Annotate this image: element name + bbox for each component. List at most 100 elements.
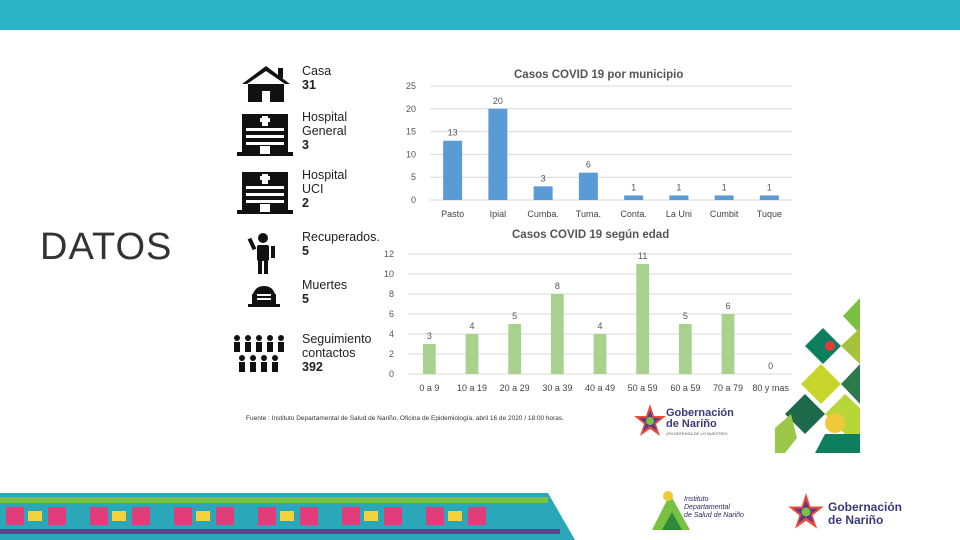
stat-label: Casa [302, 64, 332, 78]
data-label: 1 [676, 182, 681, 192]
stat-value: 31 [302, 78, 316, 92]
data-label: 8 [555, 281, 560, 291]
x-tick-label: 20 a 29 [500, 383, 530, 393]
tombstone-icon [248, 286, 280, 307]
data-label: 4 [597, 321, 602, 331]
data-label: 1 [767, 182, 772, 192]
y-tick-label: 10 [406, 149, 416, 159]
y-tick-label: 4 [389, 329, 394, 339]
x-tick-label: Tuque [757, 209, 782, 219]
y-tick-label: 0 [411, 195, 416, 205]
bar [714, 195, 734, 200]
slide-title: DATOS [40, 226, 173, 268]
x-tick-label: Ipial [490, 209, 507, 219]
bar [443, 140, 463, 200]
x-tick-label: 60 a 59 [670, 383, 700, 393]
gobernacion-logo-small: Gobernación de Nariño ¡EN DEFENSA DE LO … [632, 402, 752, 442]
bar [533, 186, 553, 200]
x-tick-label: 40 a 49 [585, 383, 615, 393]
data-label: 13 [448, 128, 458, 138]
chart-title-municipio: Casos COVID 19 por municipio [514, 69, 684, 81]
x-tick-label: Conta. [620, 209, 647, 219]
stat-value: 2 [302, 196, 309, 210]
bar [593, 334, 607, 374]
idsn-logo: Instituto Departamental de Salud de Nari… [648, 486, 758, 536]
data-label: 6 [586, 160, 591, 170]
data-label: 5 [512, 311, 517, 321]
x-tick-label: 30 a 39 [542, 383, 572, 393]
data-label: 4 [469, 321, 474, 331]
gobernacion-logo: Gobernación de Nariño [786, 488, 926, 536]
x-tick-label: 70 a 79 [713, 383, 743, 393]
y-tick-label: 5 [411, 172, 416, 182]
x-tick-label: 50 a 59 [628, 383, 658, 393]
y-tick-label: 15 [406, 127, 416, 137]
y-tick-label: 6 [389, 309, 394, 319]
data-label: 3 [541, 173, 546, 183]
x-tick-label: Cumba. [527, 209, 559, 219]
x-tick-label: Tuma. [576, 209, 601, 219]
bar [636, 264, 650, 374]
stat-label: Muertes [302, 278, 348, 292]
data-label: 1 [722, 182, 727, 192]
gobernacion-logo-text: Gobernación de Nariño [666, 407, 734, 430]
star-logo-icon [634, 404, 666, 436]
stat-hospital-general: Hospital General 3 [228, 110, 398, 170]
gobernacion-logo-text: Gobernación de Nariño [828, 500, 903, 527]
idsn-mountain-icon [652, 491, 690, 530]
decorative-pattern [775, 298, 860, 453]
stat-value: 3 [302, 138, 309, 152]
data-label: 1 [631, 182, 636, 192]
x-tick-label: 0 a 9 [419, 383, 439, 393]
stat-casa: Casa 31 [228, 64, 398, 124]
hospital-icon [237, 114, 293, 156]
chart-edad: 0 2 4 6 8 10 12 3 0 a 9 4 10 a 19 5 20 a 29 8 30 a 39 4… [384, 249, 792, 393]
source-note: Fuente : Instituto Departamental de Salu… [246, 415, 564, 422]
stat-recuperados: Recuperados. 5 [228, 230, 398, 290]
bar [422, 344, 436, 374]
bar [669, 195, 689, 200]
stat-label: Hospital UCI [302, 168, 348, 196]
y-tick-label: 10 [384, 269, 394, 279]
bar [508, 324, 522, 374]
y-tick-label: 8 [389, 289, 394, 299]
stat-muertes: Muertes 5 [228, 278, 398, 338]
x-tick-label: 10 a 19 [457, 383, 487, 393]
chart-title-edad: Casos COVID 19 según edad [512, 229, 670, 241]
idsn-logo-text: Instituto Departamental de Salud de Nari… [684, 496, 744, 519]
bar [488, 108, 508, 200]
stat-hospital-uci: Hospital UCI 2 [228, 168, 398, 228]
data-label: 6 [725, 301, 730, 311]
stat-value: 5 [302, 292, 309, 306]
person-icon [247, 233, 275, 274]
data-label: 0 [768, 361, 773, 371]
y-tick-label: 25 [406, 81, 416, 91]
x-tick-label: Pasto [441, 209, 464, 219]
chart-municipio: 0 5 10 15 20 25 13 Pasto 20 Ipial 3 Cumba. 6 Tuma. 1 Co… [406, 81, 792, 219]
decorative-band [0, 493, 575, 540]
bar [678, 324, 692, 374]
x-tick-label: Cumbit [710, 209, 739, 219]
bar [721, 314, 735, 374]
bar [465, 334, 479, 374]
data-label: 3 [427, 331, 432, 341]
hospital-icon [237, 172, 293, 214]
y-tick-label: 12 [384, 249, 394, 259]
star-logo-icon [788, 493, 824, 529]
group-icon [234, 335, 284, 372]
bar [578, 172, 598, 200]
x-tick-label: 80 y mas [752, 383, 789, 393]
stat-seguimiento: Seguimiento contactos 392 [228, 332, 398, 392]
x-tick-label: La Uni [666, 209, 692, 219]
covid-infographic: Casa 31 Hospital General 3 Hospital UCI 2 [228, 58, 860, 450]
house-icon [242, 66, 290, 102]
y-tick-label: 2 [389, 349, 394, 359]
bar [550, 294, 564, 374]
stat-label: Seguimiento contactos [302, 332, 372, 360]
data-label: 20 [493, 96, 503, 106]
bar [624, 195, 644, 200]
bar [759, 195, 779, 200]
stat-value: 392 [302, 360, 323, 374]
y-tick-label: 20 [406, 104, 416, 114]
gobernacion-logo-tagline: ¡EN DEFENSA DE LO NUESTRO! [666, 431, 728, 436]
